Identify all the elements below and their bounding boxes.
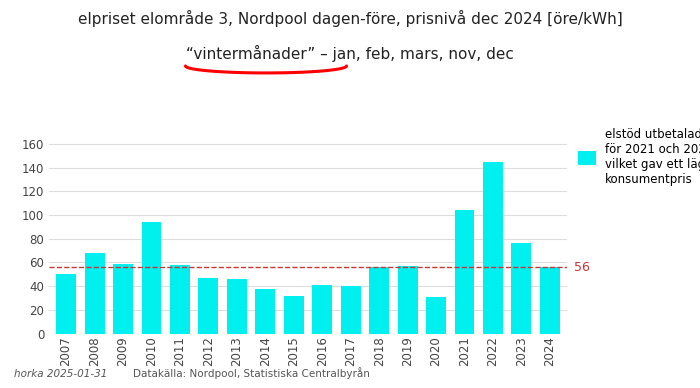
Text: Datakälla: Nordpool, Statistiska Centralbyrån: Datakälla: Nordpool, Statistiska Central… xyxy=(133,367,370,379)
Bar xyxy=(312,285,332,334)
Text: elpriset elområde 3, Nordpool dagen-före, prisnivå dec 2024 [öre/kWh]: elpriset elområde 3, Nordpool dagen-före… xyxy=(78,10,622,27)
Text: horka 2025-01-31: horka 2025-01-31 xyxy=(14,369,107,379)
Bar xyxy=(141,222,162,334)
Bar xyxy=(113,264,133,334)
Bar xyxy=(512,244,531,334)
Bar xyxy=(540,267,560,334)
Bar xyxy=(369,267,389,334)
Text: “vintermånader” – jan, feb, mars, nov, dec: “vintermånader” – jan, feb, mars, nov, d… xyxy=(186,45,514,62)
Bar xyxy=(284,296,304,334)
Bar xyxy=(85,253,104,334)
Bar xyxy=(198,278,218,334)
Bar xyxy=(56,274,76,334)
Bar xyxy=(398,266,418,334)
Bar xyxy=(341,286,360,334)
Bar xyxy=(454,210,475,334)
Bar xyxy=(483,161,503,334)
Text: 56: 56 xyxy=(574,261,590,274)
Bar xyxy=(227,279,247,334)
Legend: elstöd utbetalades
för 2021 och 2022
vilket gav ett lägre
konsumentpris: elstöd utbetalades för 2021 och 2022 vil… xyxy=(578,128,700,186)
Bar xyxy=(256,289,275,334)
Bar xyxy=(170,265,190,334)
Bar xyxy=(426,297,446,334)
